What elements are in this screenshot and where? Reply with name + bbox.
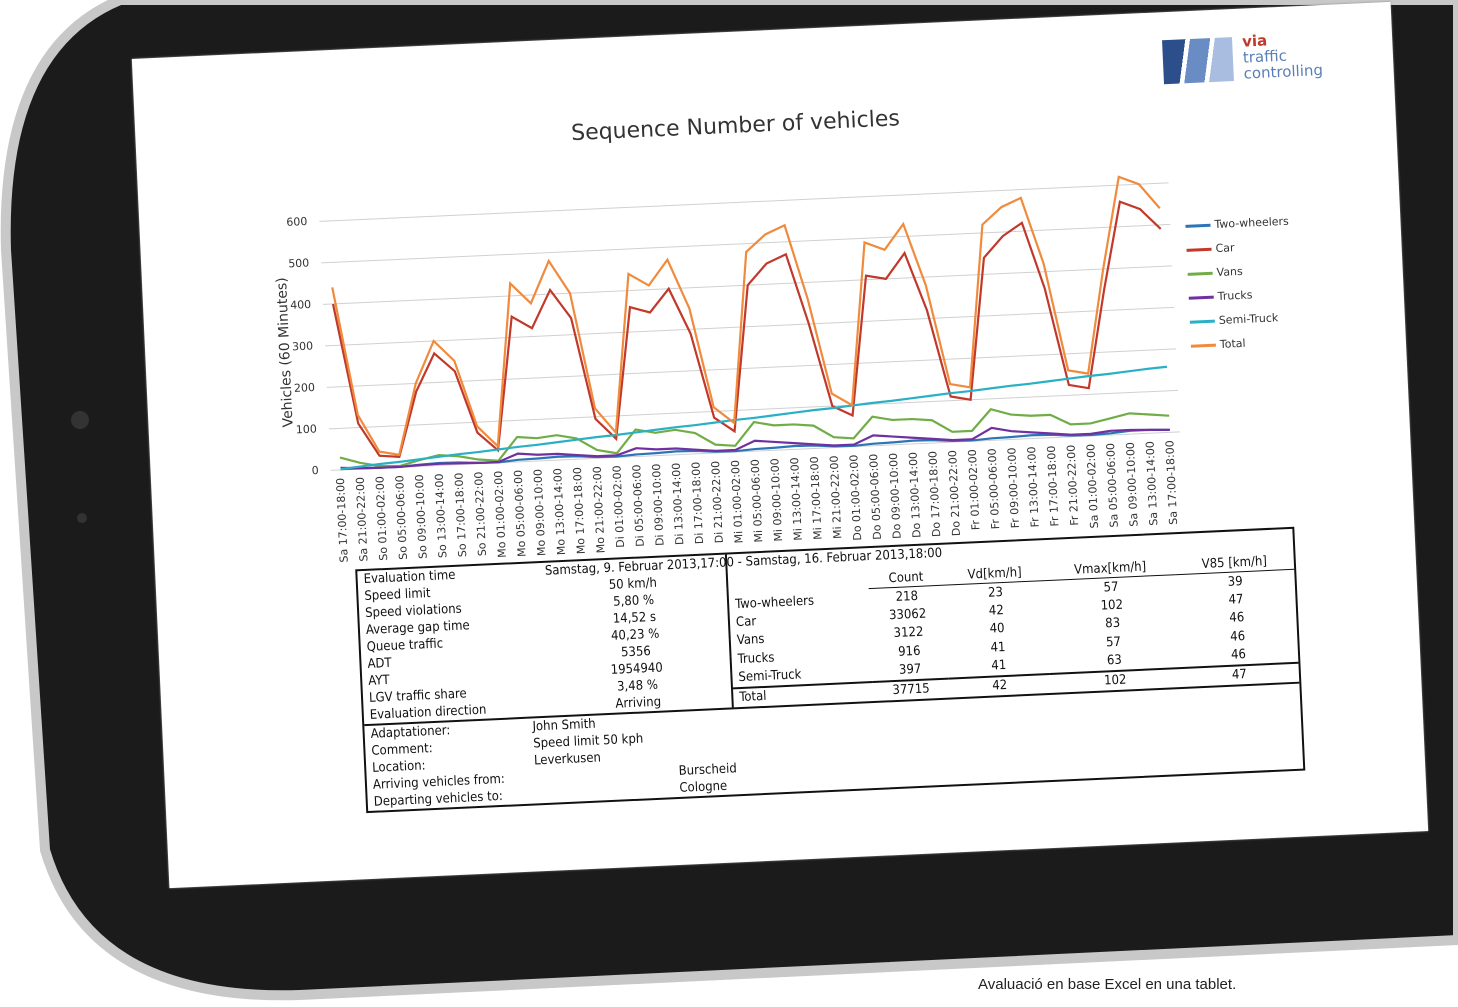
x-tick-label: Mi 21:00-22:00	[828, 455, 845, 539]
x-tick-label: So 05:00-06:00	[393, 475, 410, 560]
x-tick-label: Fr 09:00-10:00	[1005, 447, 1022, 528]
x-tick-label: Di 13:00-14:00	[670, 462, 687, 545]
x-tick-label: Sa 17:00-18:00	[334, 478, 351, 563]
legend-label: Total	[1219, 337, 1246, 351]
x-tick-label: Mo 01:00-02:00	[492, 471, 509, 559]
x-tick-label: Mo 13:00-14:00	[551, 468, 568, 556]
x-tick-label: Fr 01:00-02:00	[966, 449, 983, 530]
legend-swatch	[1188, 273, 1213, 274]
x-tick-label: Fr 05:00-06:00	[986, 448, 1003, 529]
x-tick-label: Di 17:00-18:00	[689, 462, 706, 545]
x-tick-label: Sa 01:00-02:00	[1084, 444, 1101, 529]
screen: via traffic controlling Sequence Number …	[132, 2, 1428, 888]
x-tick-label: Mi 13:00-14:00	[788, 457, 805, 541]
x-tick-label: Mi 09:00-10:00	[768, 458, 785, 542]
y-tick-label: 400	[290, 298, 312, 312]
x-tick-label: So 17:00-18:00	[452, 472, 469, 557]
y-tick-label: 200	[294, 381, 316, 395]
x-tick-label: Mi 05:00-06:00	[749, 459, 766, 543]
x-tick-label: Mo 05:00-06:00	[512, 470, 529, 558]
chart: Sequence Number of vehicles Vehicles (60…	[132, 2, 1414, 579]
x-tick-label: Do 13:00-14:00	[907, 452, 924, 539]
x-tick-label: Di 05:00-06:00	[630, 464, 647, 547]
x-tick-label: Mo 17:00-18:00	[571, 467, 588, 555]
legend-label: Vans	[1216, 265, 1243, 279]
x-tick-label: So 01:00-02:00	[373, 476, 390, 561]
sensor	[77, 513, 87, 523]
legend-swatch	[1187, 249, 1212, 250]
grid-line	[319, 183, 1168, 222]
x-tick-label: Mo 21:00-22:00	[591, 466, 608, 554]
legend-label: Two-wheelers	[1213, 215, 1289, 231]
x-tick-label: Mi 17:00-18:00	[808, 456, 825, 540]
x-tick-label: Fr 13:00-14:00	[1025, 446, 1042, 527]
x-tick-label: Do 17:00-18:00	[926, 451, 943, 538]
x-tick-label: Di 01:00-02:00	[610, 465, 627, 548]
x-tick-label: Sa 09:00-10:00	[1124, 442, 1141, 527]
x-tick-label: Di 09:00-10:00	[650, 463, 667, 546]
chart-title: Sequence Number of vehicles	[571, 106, 901, 146]
x-tick-label: Do 09:00-10:00	[887, 453, 904, 540]
x-tick-label: Mo 09:00-10:00	[531, 469, 548, 557]
legend-label: Trucks	[1216, 288, 1253, 303]
x-tick-label: Di 21:00-22:00	[709, 461, 726, 544]
x-tick-label: Fr 21:00-22:00	[1065, 445, 1082, 526]
y-tick-label: 0	[311, 464, 319, 477]
x-tick-label: Sa 05:00-06:00	[1104, 443, 1121, 528]
x-tick-label: Do 21:00-22:00	[946, 450, 963, 537]
x-tick-label: Sa 21:00-22:00	[354, 477, 371, 562]
legend-swatch	[1186, 225, 1211, 226]
x-tick-label: So 21:00-22:00	[472, 471, 489, 556]
caption: Avaluació en base Excel en una tablet.	[978, 976, 1236, 993]
camera	[71, 411, 89, 429]
page: {"logo":{"line1":"via","line2":"traffic"…	[0, 0, 1458, 1007]
legend-swatch	[1191, 345, 1216, 346]
x-tick-label: Sa 17:00-18:00	[1163, 440, 1180, 525]
legend-label: Semi-Truck	[1219, 311, 1280, 327]
x-tick-label: Fr 17:00-18:00	[1045, 445, 1062, 526]
legend-swatch	[1190, 321, 1215, 322]
y-tick-label: 600	[286, 215, 308, 229]
x-tick-label: So 09:00-10:00	[413, 474, 430, 559]
y-tick-label: 100	[296, 422, 318, 436]
x-tick-label: Sa 13:00-14:00	[1144, 441, 1161, 526]
legend-label: Car	[1215, 241, 1235, 255]
series-line	[330, 200, 1169, 460]
legend-swatch	[1189, 297, 1214, 298]
x-tick-label: Do 05:00-06:00	[867, 453, 884, 540]
y-tick-label: 300	[292, 339, 314, 353]
y-tick-label: 500	[288, 256, 310, 270]
x-tick-label: So 13:00-14:00	[433, 473, 450, 558]
x-tick-label: Mi 01:00-02:00	[729, 460, 746, 544]
grid-line	[325, 307, 1174, 346]
x-tick-label: Do 01:00-02:00	[847, 454, 864, 541]
